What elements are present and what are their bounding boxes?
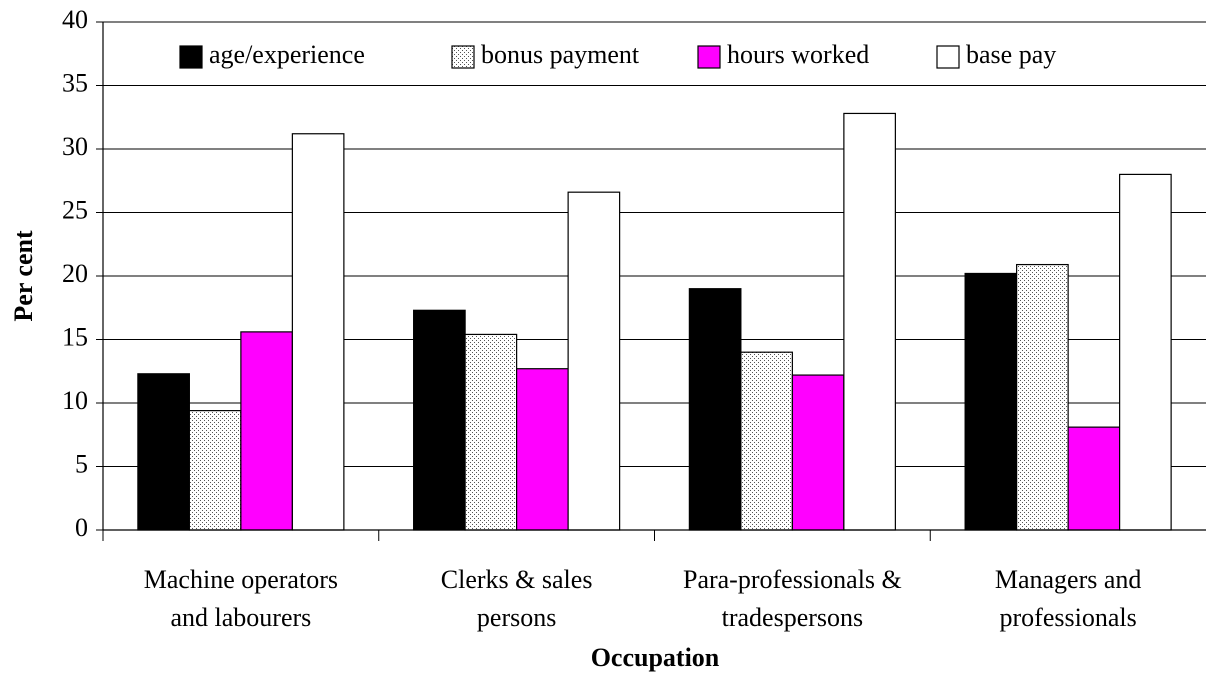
legend-label: base pay [966,40,1056,69]
bar [413,309,466,531]
x-tick-label: persons [477,603,556,632]
bar [843,112,896,531]
bar [964,272,1018,531]
bar [240,331,293,531]
bar [567,191,621,531]
y-tick-label: 30 [62,132,88,161]
bar [740,351,793,531]
bar [291,133,345,531]
y-tick-label: 40 [62,5,88,34]
bar [464,333,518,531]
bar [188,410,242,531]
y-tick-label: 20 [62,259,88,288]
legend-swatch [697,45,721,69]
x-tick-label: professionals [1000,603,1137,632]
bar [1016,263,1069,531]
bar [516,368,569,531]
legend-swatch [936,45,960,69]
x-tick-label: Clerks & sales [441,565,593,594]
legend-swatch [451,45,475,69]
y-tick-label: 25 [62,195,88,224]
bar [1119,173,1172,531]
y-tick-label: 5 [75,449,88,478]
bar [1067,426,1121,531]
legend-label: bonus payment [481,40,640,69]
y-tick-label: 0 [75,513,88,542]
legend-label: hours worked [727,40,869,69]
bar [688,288,742,531]
x-tick-label: Para-professionals & [683,565,902,594]
bar [791,374,845,531]
x-tick-label: Managers and [995,565,1142,594]
y-axis-title: Per cent [9,230,38,322]
legend-label: age/experience [209,40,365,69]
x-tick-label: tradespersons [722,603,864,632]
x-axis-title: Occupation [591,643,720,672]
y-tick-label: 10 [62,386,88,415]
y-tick-label: 35 [62,68,88,97]
x-tick-label: Machine operators [144,565,338,594]
y-tick-label: 15 [62,322,88,351]
legend-swatch [179,45,203,69]
bar [137,373,190,531]
x-tick-label: and labourers [170,603,311,632]
